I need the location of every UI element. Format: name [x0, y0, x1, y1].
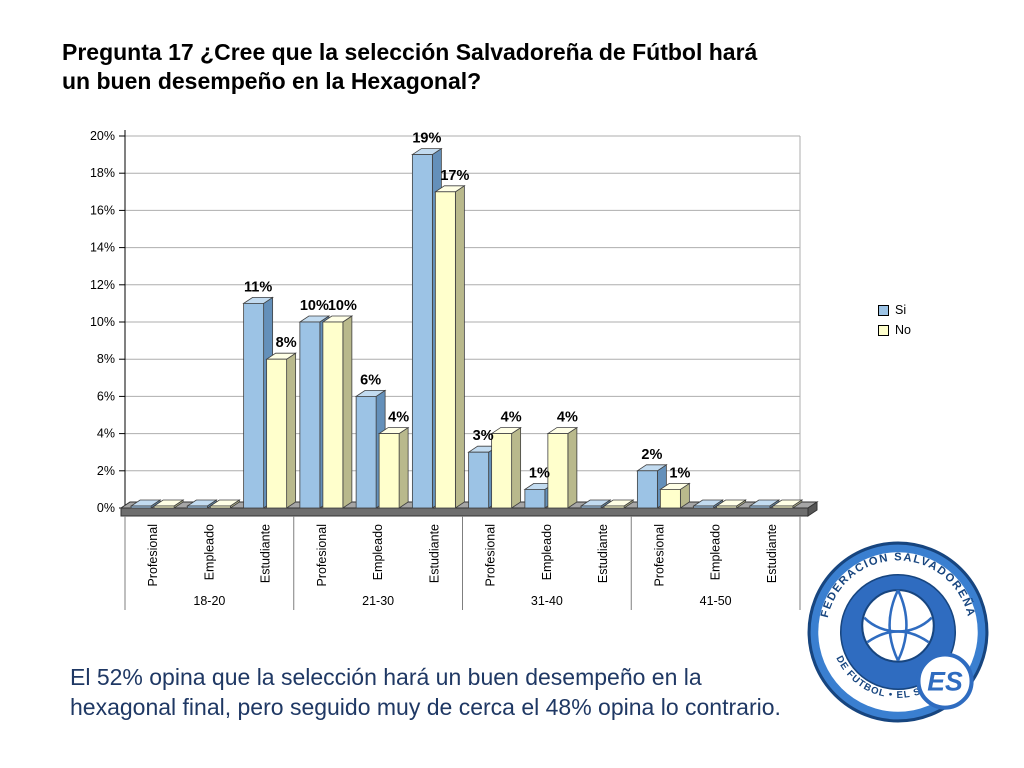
bar-si-11 — [749, 505, 771, 509]
x-category-label: Estudiante — [596, 524, 610, 583]
ball-seam — [896, 589, 908, 662]
x-category-label: Estudiante — [765, 524, 779, 583]
legend-label-si: Si — [895, 303, 907, 317]
bar-value-label: 1% — [529, 465, 550, 481]
bar-si-5 — [411, 154, 433, 509]
y-tick-label: 6% — [97, 389, 115, 403]
page-title: Pregunta 17 ¿Cree que la selección Salva… — [62, 38, 892, 97]
logo-es-badge — [916, 652, 974, 710]
bar-side-no-7 — [567, 426, 578, 509]
y-tick-label: 16% — [90, 203, 115, 217]
bar-side-no-2 — [286, 352, 297, 509]
y-tick-label: 0% — [97, 501, 115, 515]
page-title-line2: un buen desempeño en la Hexagonal? — [62, 68, 482, 95]
conclusion-line1: El 52% opina que la selección hará un bu… — [70, 664, 702, 690]
bar-value-label: 4% — [557, 410, 578, 426]
bar-no-8 — [603, 505, 625, 509]
x-group-label: 41-50 — [700, 594, 732, 608]
bar-value-label: 8% — [276, 335, 297, 351]
legend-swatch-no — [878, 324, 889, 336]
bar-value-label: 6% — [360, 372, 381, 388]
bar-no-1 — [209, 505, 231, 509]
x-category-label: Profesional — [315, 524, 329, 587]
bar-value-label: 17% — [440, 168, 469, 184]
x-category-label: Empleado — [540, 524, 554, 580]
x-group-label: 18-20 — [193, 594, 225, 608]
bar-si-4 — [355, 395, 377, 509]
legend-item-no: No — [878, 323, 911, 337]
bar-no-10 — [716, 505, 738, 509]
page-title-line1: Pregunta 17 ¿Cree que la selección Salva… — [62, 39, 758, 65]
legend-swatch-si — [878, 304, 889, 316]
legend-label-no: No — [895, 323, 911, 337]
bar-no-3 — [322, 321, 344, 509]
bar-si-7 — [524, 488, 546, 509]
y-tick-label: 18% — [90, 166, 115, 180]
y-tick-label: 4% — [97, 427, 115, 441]
legend-item-si: Si — [878, 303, 911, 317]
bar-si-3 — [299, 321, 321, 509]
x-group-label: 31-40 — [531, 594, 563, 608]
bar-side-no-3 — [342, 315, 353, 509]
bar-no-2 — [266, 358, 288, 509]
bar-no-9 — [659, 488, 681, 509]
bar-si-8 — [580, 505, 602, 509]
x-category-label: Profesional — [146, 524, 160, 587]
x-category-label: Estudiante — [427, 524, 441, 583]
bar-value-label: 1% — [669, 465, 690, 481]
y-tick-label: 2% — [97, 464, 115, 478]
x-category-label: Profesional — [484, 524, 498, 587]
bar-side-no-6 — [511, 426, 522, 509]
y-tick-label: 8% — [97, 352, 115, 366]
chart-floor-side — [807, 501, 818, 517]
bar-value-label: 2% — [641, 447, 662, 463]
soccer-ball-icon — [861, 589, 935, 663]
y-tick-label: 20% — [90, 129, 115, 143]
bar-no-4 — [378, 433, 400, 509]
x-category-label: Empleado — [371, 524, 385, 580]
bar-value-label: 3% — [473, 428, 494, 444]
bar-no-0 — [153, 505, 175, 509]
bar-si-6 — [468, 451, 490, 509]
ball-seam — [888, 589, 900, 662]
ball-seam — [866, 630, 930, 644]
bar-side-no-4 — [398, 426, 409, 509]
federation-logo: FEDERACION SALVADOREÑA DE FUTBOL • EL SA… — [807, 541, 989, 723]
bar-value-label: 4% — [388, 410, 409, 426]
x-category-label: Estudiante — [259, 524, 273, 583]
x-category-label: Empleado — [709, 524, 723, 580]
chart-floor-front — [120, 507, 809, 517]
conclusion-text: El 52% opina que la selección hará un bu… — [70, 662, 870, 723]
bar-side-no-5 — [454, 185, 465, 509]
bar-value-label: 10% — [300, 298, 329, 314]
bar-no-11 — [772, 505, 794, 509]
y-tick-label: 14% — [90, 241, 115, 255]
bar-si-1 — [186, 505, 208, 509]
y-tick-label: 10% — [90, 315, 115, 329]
chart-legend: Si No — [878, 303, 911, 343]
bar-si-0 — [130, 505, 152, 509]
bar-no-5 — [434, 191, 456, 509]
logo-es-text: ES — [927, 666, 963, 696]
bar-si-9 — [636, 470, 658, 509]
bar-value-label: 4% — [501, 410, 522, 426]
bar-value-label: 19% — [412, 131, 441, 147]
bar-value-label: 10% — [328, 298, 357, 314]
bar-si-10 — [693, 505, 715, 509]
bar-value-label: 11% — [244, 279, 272, 295]
bar-si-2 — [243, 302, 265, 509]
x-group-label: 21-30 — [362, 594, 394, 608]
x-category-label: Profesional — [652, 524, 666, 587]
conclusion-line2: hexagonal final, pero seguido muy de cer… — [70, 694, 781, 721]
bar-no-7 — [547, 433, 569, 509]
y-tick-label: 12% — [90, 278, 115, 292]
x-category-label: Empleado — [202, 524, 216, 580]
bar-no-6 — [491, 433, 513, 509]
